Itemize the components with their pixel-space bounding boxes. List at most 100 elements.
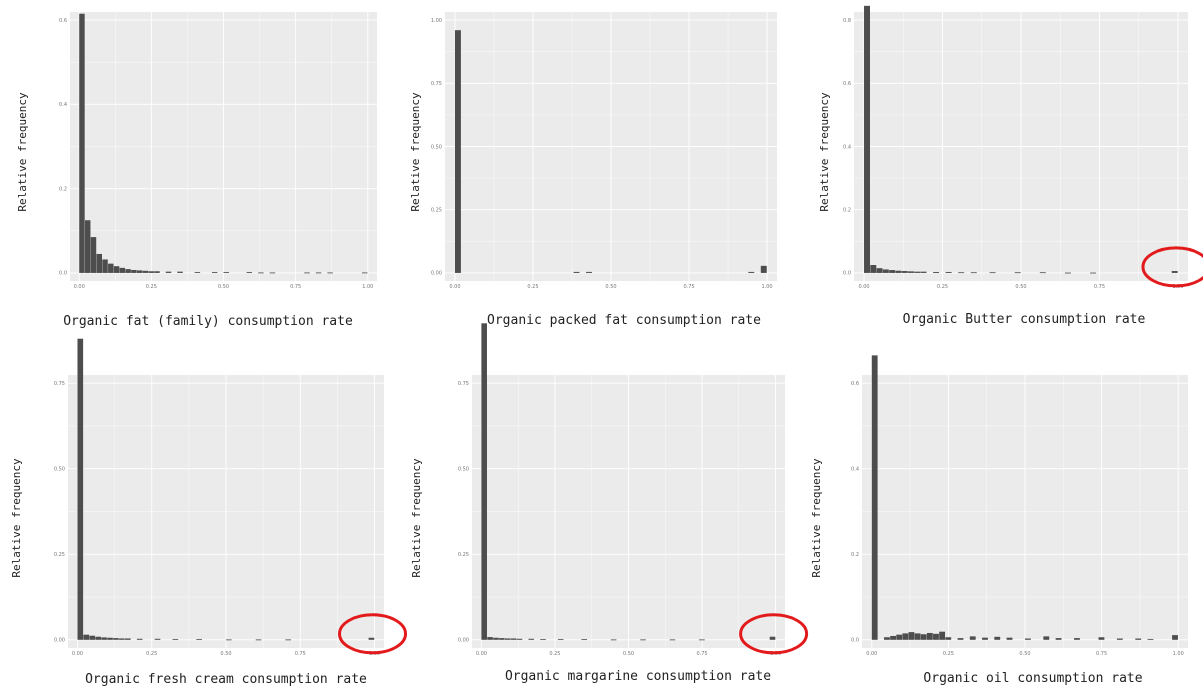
x-tick-label: 0.50 <box>1019 651 1030 657</box>
histogram-bar <box>699 639 705 641</box>
histogram-bar <box>540 639 546 640</box>
y-tick-label: 0.25 <box>431 208 442 214</box>
histogram-bar <box>994 636 1001 640</box>
histogram-bar <box>1025 638 1031 640</box>
histogram-bar <box>884 637 890 640</box>
y-axis-label: Relative frequency <box>409 92 422 212</box>
histogram-bar <box>148 271 154 273</box>
histogram-bar <box>113 266 120 273</box>
x-tick-label: 0.00 <box>74 284 85 290</box>
histogram-bar <box>172 639 179 640</box>
histogram-bar <box>516 638 523 640</box>
histogram-bar <box>889 270 896 273</box>
histogram-bar <box>211 272 218 273</box>
x-tick-label: 0.25 <box>943 651 954 657</box>
y-tick-label: 0.2 <box>843 208 851 214</box>
histogram-bar <box>368 637 375 640</box>
histogram-bar <box>487 637 493 640</box>
histogram-bar <box>957 638 964 640</box>
histogram-bar <box>246 272 253 273</box>
y-axis-label: Relative frequency <box>818 92 831 212</box>
histogram-bar <box>102 259 108 273</box>
histogram-bar <box>907 271 914 273</box>
y-tick-label: 0.0 <box>59 271 67 277</box>
y-tick-label: 0.75 <box>54 381 65 387</box>
histogram-bar <box>945 271 952 273</box>
histogram-bar <box>90 237 97 273</box>
histogram-bar <box>920 271 927 273</box>
y-tick-label: 0.50 <box>458 467 469 473</box>
histogram-bar <box>1090 272 1097 274</box>
x-tick-label: 0.75 <box>683 284 694 290</box>
x-tick-label: 0.00 <box>476 651 487 657</box>
x-axis-label: Organic margarine consumption rate <box>505 669 771 684</box>
histogram-bar <box>223 272 229 273</box>
x-tick-label: 1.00 <box>761 284 772 290</box>
histogram-bar <box>939 631 946 640</box>
histogram-bar <box>304 272 310 274</box>
histogram-bar <box>125 269 131 273</box>
y-tick-label: 0.00 <box>54 638 65 644</box>
histogram-bar <box>926 632 933 640</box>
histogram-bar <box>989 272 996 274</box>
y-tick-label: 0.4 <box>843 144 851 150</box>
histogram-bar <box>882 269 889 273</box>
y-tick-label: 0.50 <box>54 467 65 473</box>
histogram-bar <box>131 269 137 273</box>
x-tick-label: 0.25 <box>146 284 157 290</box>
x-tick-label: 0.25 <box>146 651 157 657</box>
histogram-bar <box>96 253 102 273</box>
histogram-bar <box>1006 637 1013 640</box>
histogram-bar <box>493 637 499 640</box>
histogram-bar <box>1147 638 1154 640</box>
histogram-bar <box>454 30 461 273</box>
x-tick-label: 0.50 <box>220 651 231 657</box>
histogram-bar <box>1074 638 1080 640</box>
histogram-bar <box>920 634 927 640</box>
histogram-bar <box>760 265 767 273</box>
histogram-bar <box>269 272 276 274</box>
histogram-bar <box>933 271 940 273</box>
y-tick-label: 0.2 <box>59 186 67 192</box>
y-tick-label: 0.75 <box>458 381 469 387</box>
y-tick-label: 0.00 <box>431 271 442 277</box>
histogram-bar <box>194 272 201 273</box>
histogram-bar <box>83 634 90 640</box>
y-tick-label: 0.2 <box>851 552 859 558</box>
histogram-bar <box>77 338 84 640</box>
y-tick-label: 0.0 <box>851 638 859 644</box>
histogram-bar <box>154 638 161 640</box>
y-tick-label: 1.00 <box>431 18 442 24</box>
histogram-bar <box>870 265 877 273</box>
x-tick-label: 0.75 <box>1094 284 1105 290</box>
x-axis-label: Organic packed fat consumption rate <box>487 313 761 328</box>
y-tick-label: 0.4 <box>59 102 67 108</box>
histogram-bar <box>285 639 292 641</box>
x-tick-label: 0.75 <box>290 284 301 290</box>
x-tick-label: 0.00 <box>72 651 83 657</box>
histogram-bar <box>748 271 755 273</box>
histogram-bar <box>1171 271 1178 273</box>
histogram-bar <box>510 638 517 640</box>
y-tick-label: 0.6 <box>843 81 851 87</box>
y-tick-label: 0.6 <box>59 18 67 24</box>
y-axis-label: Relative frequency <box>410 458 423 578</box>
histogram-bar <box>154 271 160 273</box>
histogram-bar <box>958 272 965 274</box>
histogram-bar <box>119 267 126 273</box>
histogram-bar <box>84 220 91 273</box>
histogram-bar <box>914 271 921 273</box>
histogram-bar <box>890 635 896 640</box>
histogram-bar <box>871 355 878 640</box>
histogram-panel-6: 0.00 0.25 0.50 0.75 1.00 0.0 0.2 0.4 0.6 Organic … <box>810 355 1188 686</box>
histogram-bar <box>165 271 172 273</box>
y-axis-label: Relative frequency <box>10 458 23 578</box>
histogram-bar <box>908 632 915 640</box>
histogram-bar <box>1039 272 1046 274</box>
histogram-bar <box>1055 638 1062 640</box>
y-tick-label: 0.25 <box>458 552 469 558</box>
histogram-bar <box>1014 272 1021 274</box>
histogram-bar <box>769 636 776 640</box>
x-tick-label: 0.50 <box>218 284 229 290</box>
histogram-bar <box>258 272 264 274</box>
